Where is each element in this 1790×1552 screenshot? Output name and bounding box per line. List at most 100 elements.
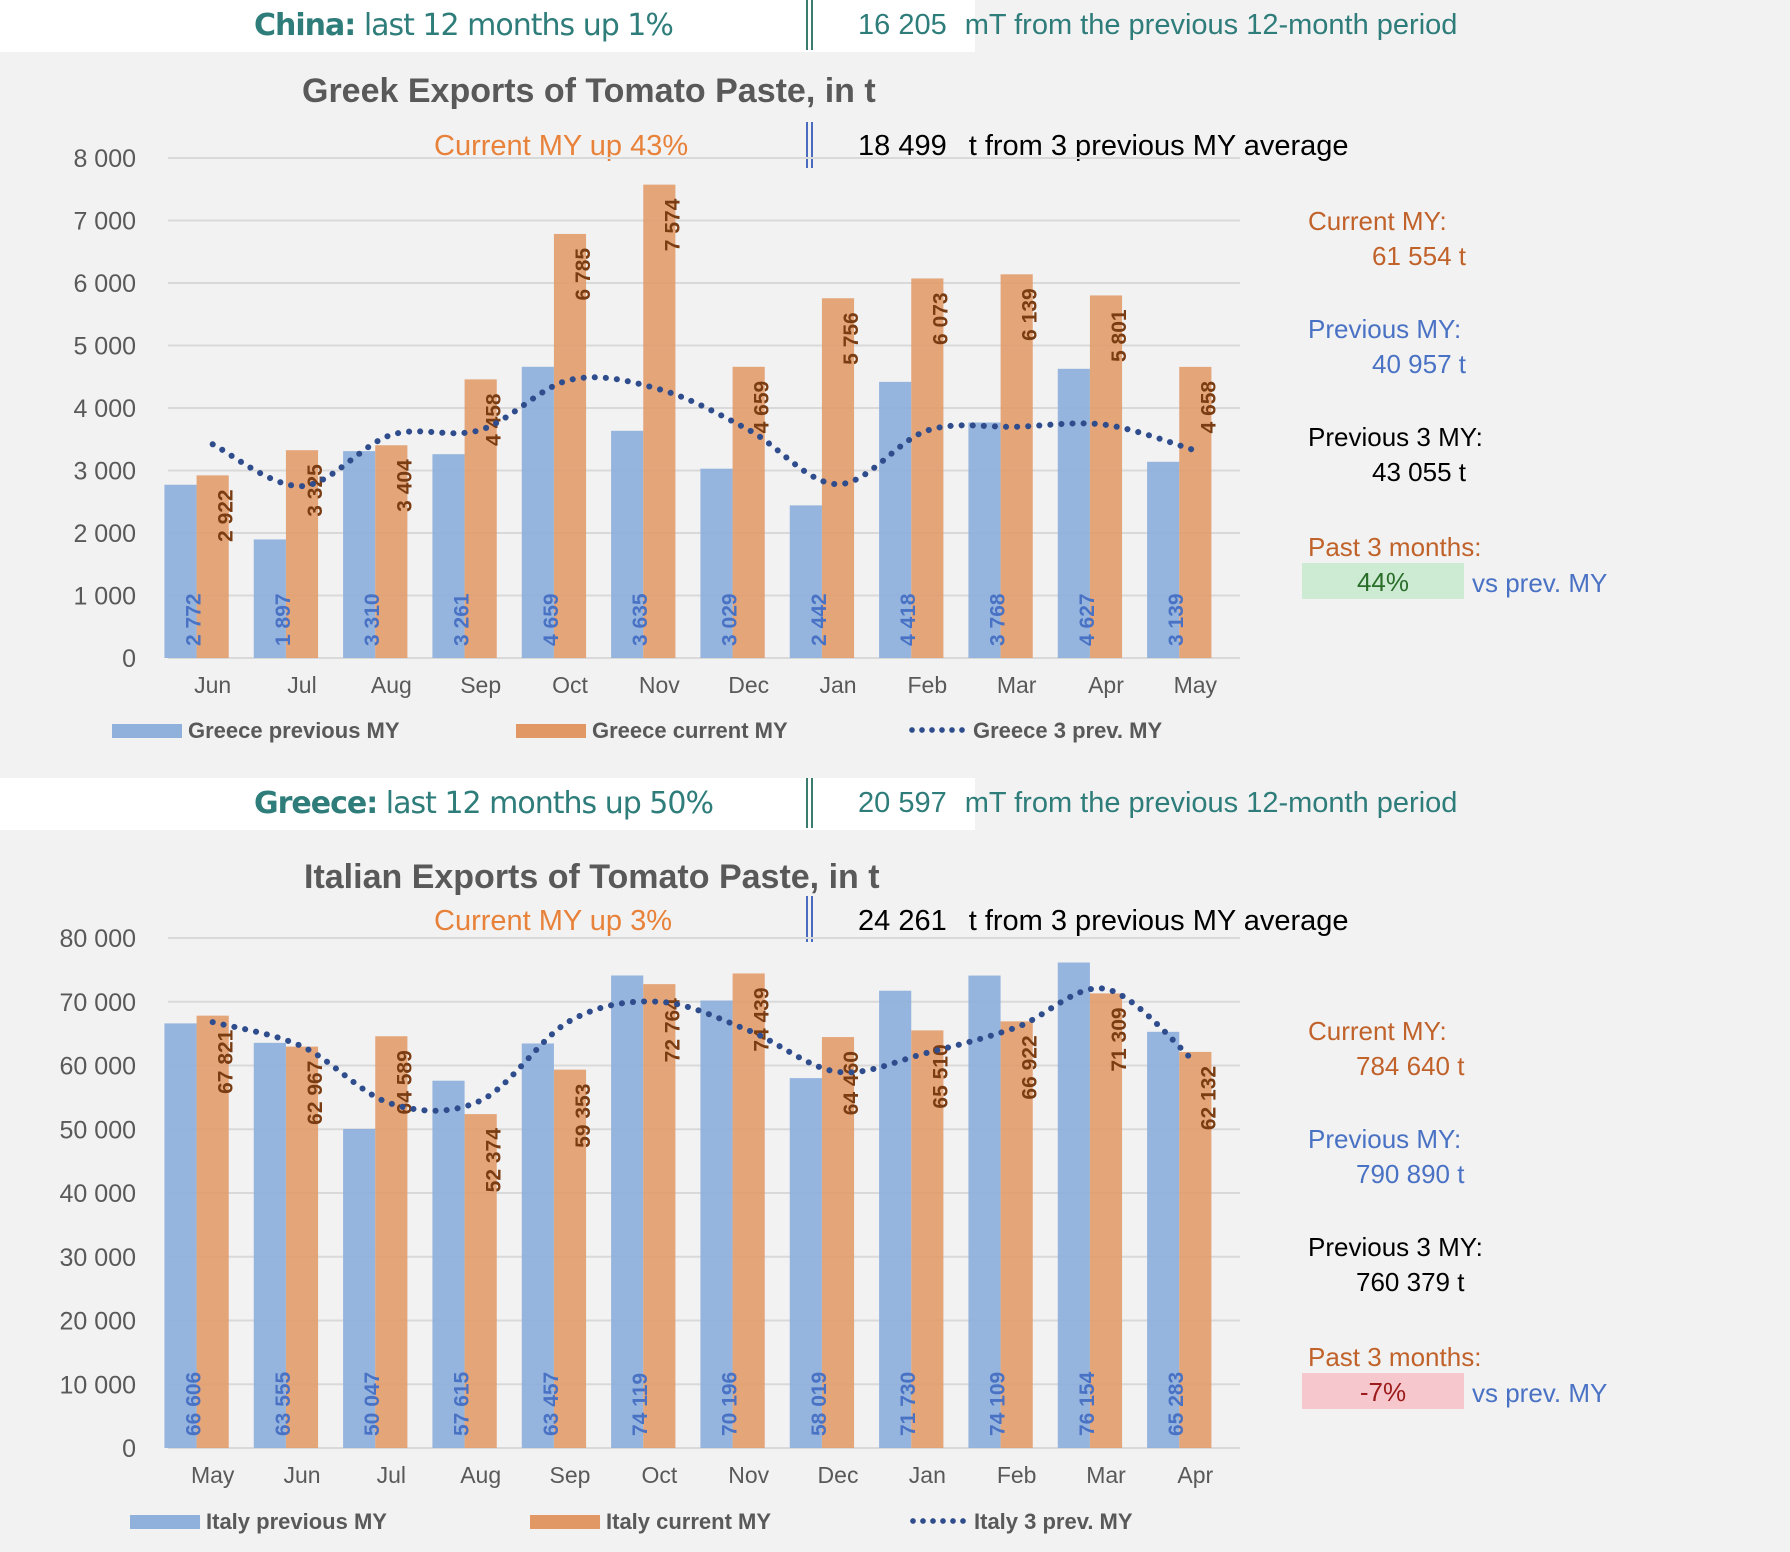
x-tick-label: Jun	[194, 672, 231, 698]
legend-label-curr: Greece current MY	[592, 718, 788, 743]
greek-prev3-my-label: Previous 3 MY:	[1308, 422, 1483, 452]
italian-subtitle-suffix: t from 3 previous MY average	[968, 905, 1349, 937]
y-tick-label: 10 000	[60, 1371, 136, 1399]
greek-prev3-my-value: 43 055 t	[1372, 457, 1466, 487]
greek-subtitle-divider	[806, 122, 813, 168]
bar-previous-my	[432, 454, 465, 658]
data-label-current-my: 6 785	[572, 248, 595, 301]
legend-label-prev: Greece previous MY	[188, 718, 400, 743]
bar-previous-my	[164, 1023, 197, 1448]
y-tick-label: 0	[122, 645, 136, 673]
data-label-current-my: 71 309	[1108, 1007, 1131, 1071]
greek-current-my-value: 61 554 t	[1372, 241, 1466, 271]
greek-previous-my-label: Previous MY:	[1308, 314, 1462, 344]
x-tick-label: May	[1174, 672, 1218, 698]
bar-current-my	[553, 1069, 587, 1448]
x-tick-label: Jun	[283, 1462, 320, 1488]
y-tick-label: 5 000	[73, 333, 136, 361]
italian-subtitle-value: 24 261	[858, 905, 947, 937]
mid-banner-value: 20 597	[858, 787, 947, 819]
x-tick-label: Oct	[641, 1462, 677, 1488]
bar-previous-my	[1057, 962, 1090, 1448]
mid-banner-change: 20 597 mT from the previous 12-month peri…	[858, 787, 1457, 820]
bar-current-my	[732, 973, 765, 1448]
bar-previous-my	[521, 366, 554, 658]
italian-past3-pct-badge: -7%	[1302, 1373, 1464, 1409]
italian-chart-title: Italian Exports of Tomato Paste, in t	[304, 858, 880, 896]
legend-label-prev: Italy previous MY	[206, 1509, 387, 1534]
x-tick-label: Jul	[287, 672, 316, 698]
bar-previous-my	[253, 1042, 286, 1448]
greek-current-my-label: Current MY:	[1308, 206, 1447, 236]
greek-subtitle-right: 18 499 t from 3 previous MY average	[858, 130, 1349, 163]
bar-previous-my	[968, 422, 1001, 658]
data-label-current-my: 72 764	[661, 998, 684, 1063]
data-label-current-my: 4 658	[1197, 381, 1220, 434]
greek-exports-chart: 0 1 000 2 000 3 000 4 000 5 000 6 000 7 000 8 00…	[73, 145, 1240, 698]
x-tick-label: Nov	[728, 1462, 769, 1488]
data-label-current-my: 59 353	[572, 1084, 595, 1148]
data-label-previous-my: 58 019	[808, 1372, 831, 1436]
bar-current-my	[464, 379, 497, 658]
x-tick-label: Apr	[1088, 672, 1124, 698]
data-label-current-my: 6 139	[1019, 288, 1042, 341]
data-label-previous-my: 4 659	[540, 593, 563, 646]
italian-previous-my-value: 790 890 t	[1356, 1159, 1465, 1189]
x-tick-label: Jan	[819, 672, 856, 698]
bar-previous-my	[968, 975, 1001, 1448]
data-label-previous-my: 3 310	[361, 593, 384, 646]
data-label-previous-my: 3 139	[1165, 593, 1188, 646]
x-tick-label: Nov	[639, 672, 680, 698]
top-banner-change: 16 205 mT from the previous 12-month peri…	[858, 9, 1457, 42]
bar-previous-my	[700, 1000, 733, 1448]
data-label-current-my: 62 967	[304, 1061, 327, 1125]
top-banner-divider	[806, 0, 813, 50]
x-tick-label: May	[191, 1462, 235, 1488]
legend-label-avg: Italy 3 prev. MY	[974, 1509, 1133, 1534]
data-label-previous-my: 3 768	[987, 593, 1010, 646]
top-banner-country: China:	[254, 8, 356, 43]
italian-subtitle-divider	[806, 896, 813, 942]
top-banner-summary: China: last 12 months up 1%	[254, 8, 674, 43]
data-label-previous-my: 74 119	[629, 1373, 652, 1436]
bar-previous-my	[343, 1128, 376, 1448]
y-tick-label: 40 000	[60, 1180, 136, 1208]
italian-current-my-value: 784 640 t	[1356, 1051, 1465, 1081]
bar-current-my	[1179, 1051, 1212, 1448]
bar-current-my	[553, 233, 587, 658]
bar-previous-my	[1057, 368, 1090, 658]
data-label-current-my: 64 460	[840, 1051, 863, 1115]
bar-current-my	[1089, 993, 1123, 1448]
bar-previous-my	[253, 539, 286, 658]
italian-subtitle-left: Current MY up 3%	[434, 905, 673, 937]
y-tick-label: 60 000	[60, 1053, 136, 1081]
mid-banner-summary: Greece: last 12 months up 50%	[254, 786, 714, 821]
bar-current-my	[821, 298, 855, 658]
line-3-prev-my-average	[209, 374, 1199, 490]
data-label-previous-my: 2 772	[183, 593, 206, 646]
bar-current-my	[732, 366, 765, 658]
greek-previous-my-value: 40 957 t	[1372, 349, 1466, 379]
data-label-current-my: 62 132	[1197, 1066, 1220, 1130]
x-tick-label: Dec	[728, 672, 769, 698]
x-tick-label: Mar	[1086, 1462, 1126, 1488]
x-tick-label: Dec	[818, 1462, 859, 1488]
data-label-current-my: 4 458	[483, 393, 506, 446]
legend-swatch-curr	[530, 1515, 600, 1529]
x-tick-label: Feb	[908, 672, 948, 698]
bar-previous-my	[164, 484, 197, 658]
greek-past3-label: Past 3 months:	[1308, 532, 1482, 562]
x-tick-label: Sep	[460, 672, 501, 698]
top-banner-text: last 12 months up 1%	[363, 8, 674, 43]
bar-previous-my	[611, 975, 644, 1448]
line-3-prev-my-average	[209, 985, 1199, 1114]
italian-prev3-my-value: 760 379 t	[1356, 1267, 1465, 1297]
bar-previous-my	[432, 1080, 465, 1448]
italian-past3-suffix: vs prev. MY	[1472, 1378, 1608, 1408]
data-label-current-my: 7 574	[661, 198, 684, 251]
greek-chart-title: Greek Exports of Tomato Paste, in t	[302, 72, 876, 110]
legend-dotted-line-icon	[908, 1517, 966, 1525]
bar-previous-my	[521, 1043, 554, 1448]
data-label-current-my: 4 659	[751, 381, 774, 434]
bar-previous-my	[611, 430, 644, 658]
